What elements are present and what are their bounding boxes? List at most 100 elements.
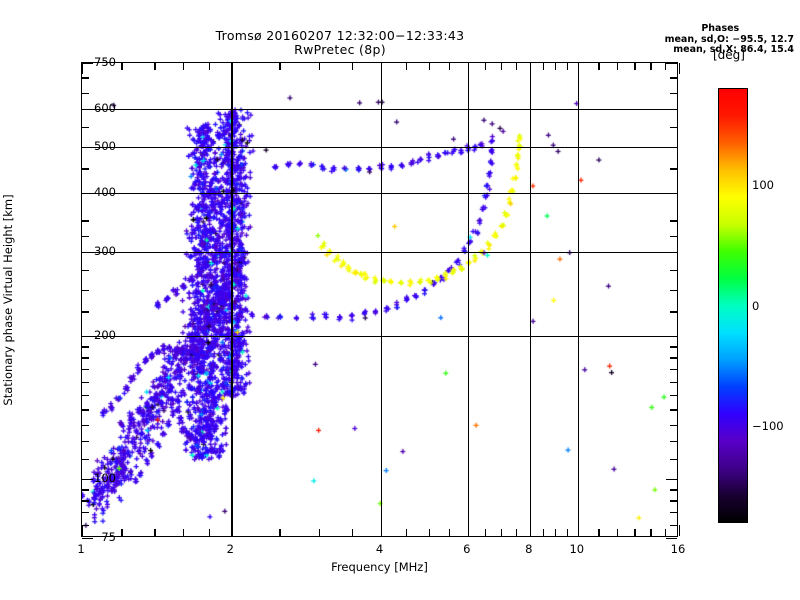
y-tick xyxy=(666,109,677,111)
figure-title: Tromsø 20160207 12:32:00−12:33:43 xyxy=(215,28,465,43)
y-gridline xyxy=(82,146,677,148)
x-gridline xyxy=(467,63,470,536)
y-tick xyxy=(82,126,89,129)
y-tick xyxy=(82,441,89,443)
phase-stats-o: mean, sd,O: −95.5, 12.7 xyxy=(664,33,794,45)
y-tick xyxy=(670,289,677,291)
x-tick xyxy=(634,529,636,536)
y-tick xyxy=(82,192,93,194)
y-tick xyxy=(670,424,677,426)
x-tick xyxy=(529,525,532,536)
x-tick xyxy=(665,63,667,70)
x-tick-label: 6 xyxy=(463,542,471,556)
x-tick xyxy=(617,63,619,70)
x-tick-label: 1 xyxy=(77,542,85,556)
y-tick xyxy=(82,489,89,491)
x-tick xyxy=(542,63,545,70)
y-tick xyxy=(82,524,89,526)
x-tick-label: 8 xyxy=(525,542,533,556)
x-tick xyxy=(634,63,636,70)
y-tick xyxy=(670,357,677,359)
y-gridline xyxy=(82,252,677,254)
x-tick xyxy=(405,529,408,536)
y-tick xyxy=(666,63,677,65)
y-tick xyxy=(82,168,89,170)
x-tick xyxy=(555,529,557,536)
x-tick xyxy=(577,63,580,74)
colorbar xyxy=(718,88,748,523)
y-tick xyxy=(82,92,89,94)
y-tick-label: 400 xyxy=(94,184,116,199)
x-tick xyxy=(577,525,580,536)
x-tick xyxy=(351,529,354,536)
x-tick xyxy=(154,529,156,536)
x-tick xyxy=(617,529,619,536)
x-tick xyxy=(380,63,382,74)
y-tick xyxy=(82,220,89,222)
y-tick xyxy=(670,441,677,443)
y-tick xyxy=(82,346,89,348)
x-tick xyxy=(485,529,487,536)
y-tick xyxy=(666,252,677,254)
x-tick xyxy=(679,525,681,536)
y-tick xyxy=(670,311,677,313)
x-tick xyxy=(650,63,652,70)
x-tick xyxy=(208,63,210,70)
y-tick xyxy=(670,500,677,502)
y-tick-label: 500 xyxy=(94,138,116,153)
y-tick xyxy=(82,63,93,65)
y-tick-label: 75 xyxy=(101,530,116,544)
x-tick xyxy=(121,529,123,536)
phase-stats-header: Phases xyxy=(701,23,740,34)
y-tick xyxy=(670,524,677,526)
x-tick xyxy=(279,529,281,536)
x-tick xyxy=(428,63,430,70)
y-tick xyxy=(666,538,677,540)
y-tick xyxy=(670,269,677,272)
y-tick xyxy=(82,357,89,359)
x-tick-label: 10 xyxy=(569,542,585,556)
y-tick xyxy=(82,235,89,237)
x-tick xyxy=(351,63,354,70)
y-tick xyxy=(82,500,89,502)
y-tick xyxy=(670,369,677,371)
y-tick xyxy=(670,381,677,383)
colorbar-tick-label: −100 xyxy=(752,419,784,434)
y-tick xyxy=(670,92,677,94)
x-tick xyxy=(598,529,600,536)
x-gridline xyxy=(529,63,532,536)
x-tick-label: 16 xyxy=(670,542,686,556)
x-tick xyxy=(500,529,503,536)
phase-stats-legend: Phases mean, sd,O: −95.5, 12.7 mean, sd,… xyxy=(664,23,794,56)
y-tick xyxy=(670,458,677,461)
y-tick xyxy=(670,346,677,348)
y-tick xyxy=(82,409,89,411)
colorbar-tick-label: 0 xyxy=(752,298,760,313)
y-tick xyxy=(82,252,93,254)
x-tick xyxy=(428,529,430,536)
y-tick xyxy=(670,77,677,79)
x-tick xyxy=(183,63,185,70)
y-gridline xyxy=(82,335,677,337)
x-tick xyxy=(665,529,667,536)
colorbar-unit-label: [deg] xyxy=(713,48,745,62)
y-tick xyxy=(670,220,677,222)
y-tick xyxy=(670,409,677,411)
y-tick xyxy=(82,269,89,272)
x-tick xyxy=(449,63,451,70)
y-tick xyxy=(82,311,89,313)
x-tick xyxy=(154,63,156,70)
y-tick xyxy=(670,168,677,170)
y-tick xyxy=(82,538,93,540)
y-axis-title: Stationary phase Virtual Height [km] xyxy=(0,62,16,537)
y-tick xyxy=(666,146,677,148)
y-tick xyxy=(666,192,677,194)
x-tick xyxy=(515,63,518,70)
y-tick xyxy=(670,235,677,237)
x-tick xyxy=(467,63,470,74)
y-tick xyxy=(670,126,677,129)
x-tick xyxy=(82,525,84,536)
x-tick xyxy=(529,63,532,74)
y-tick xyxy=(82,424,89,426)
x-tick xyxy=(485,63,487,70)
